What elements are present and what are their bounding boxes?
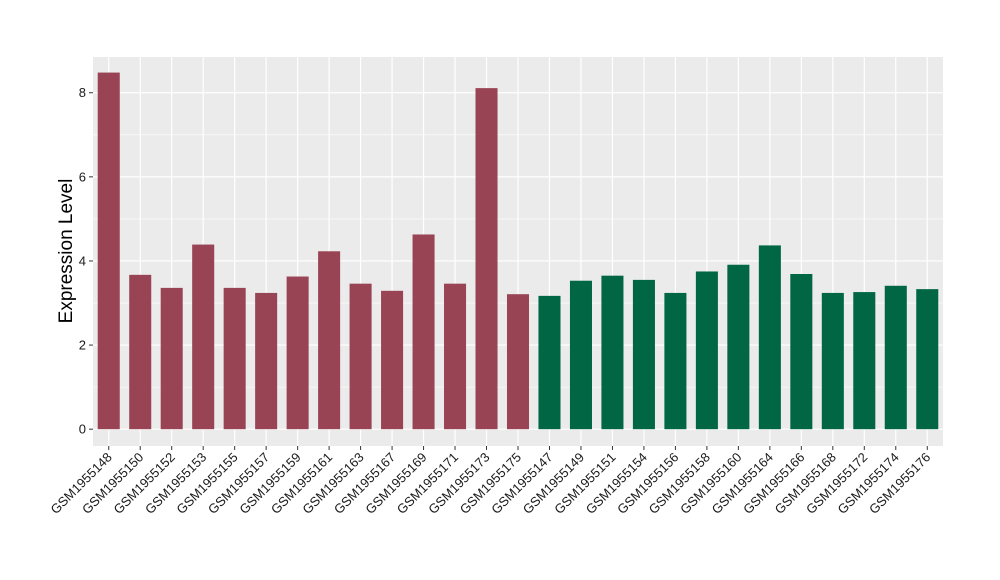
bar-GSM1955163 <box>349 283 372 430</box>
bar-GSM1955171 <box>444 283 467 430</box>
bar-GSM1955169 <box>412 234 435 430</box>
bar-GSM1955166 <box>790 273 813 430</box>
bar-GSM1955147 <box>538 295 561 430</box>
bar-GSM1955161 <box>318 251 341 430</box>
bar-GSM1955155 <box>223 287 246 430</box>
bar-GSM1955159 <box>286 276 309 430</box>
bar-GSM1955149 <box>569 280 592 430</box>
bar-GSM1955156 <box>664 292 687 430</box>
bar-GSM1955157 <box>255 292 278 430</box>
y-axis-title: Expression Level <box>56 179 77 324</box>
y-tick-label: 2 <box>79 338 86 353</box>
y-tick-label: 0 <box>79 422 86 437</box>
bar-GSM1955153 <box>192 244 215 430</box>
y-tick-label: 6 <box>79 169 86 184</box>
bar-GSM1955152 <box>160 287 183 430</box>
bar-GSM1955148 <box>97 72 120 430</box>
bar-GSM1955164 <box>758 245 781 430</box>
bar-GSM1955174 <box>884 285 907 430</box>
bar-GSM1955173 <box>475 88 498 430</box>
bar-GSM1955160 <box>727 264 750 430</box>
bar-GSM1955167 <box>381 290 404 430</box>
bar-GSM1955172 <box>853 292 876 430</box>
bars <box>97 72 939 430</box>
y-axis: 0 2 4 6 8 <box>79 85 93 437</box>
bar-GSM1955176 <box>916 289 939 430</box>
bar-GSM1955158 <box>695 271 718 430</box>
y-tick-label: 8 <box>79 85 86 100</box>
y-tick-label: 4 <box>79 253 86 268</box>
bar-GSM1955151 <box>601 275 624 430</box>
bar-GSM1955154 <box>632 279 655 430</box>
x-axis: GSM1955148GSM1955150GSM1955152GSM1955153… <box>48 446 933 517</box>
bar-GSM1955168 <box>821 292 844 430</box>
bar-GSM1955150 <box>129 274 152 430</box>
bar-GSM1955175 <box>506 294 530 430</box>
